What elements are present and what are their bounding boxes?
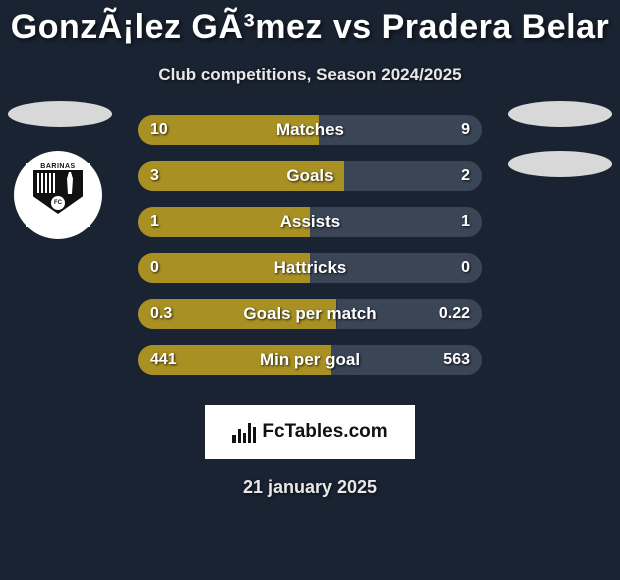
- stat-right-value: 1: [461, 207, 470, 237]
- stat-row: 441563Min per goal: [138, 345, 482, 375]
- comparison-bars: 109Matches32Goals11Assists00Hattricks0.3…: [138, 115, 482, 391]
- badge-city: BARINAS: [26, 163, 90, 170]
- stat-right-value: 0: [461, 253, 470, 283]
- stat-left-value: 0.3: [150, 299, 172, 329]
- stat-right-value: 563: [443, 345, 470, 375]
- stat-right-value: 0.22: [439, 299, 470, 329]
- stat-left-fill: [138, 207, 310, 237]
- page-subtitle: Club competitions, Season 2024/2025: [0, 65, 620, 85]
- stat-left-value: 10: [150, 115, 168, 145]
- right-player-column: [508, 101, 612, 201]
- stat-left-value: 3: [150, 161, 159, 191]
- stat-row: 109Matches: [138, 115, 482, 145]
- stat-row: 11Assists: [138, 207, 482, 237]
- stat-row: 00Hattricks: [138, 253, 482, 283]
- right-player-placeholder-2: [508, 151, 612, 177]
- left-player-column: BARINAS FC: [8, 101, 112, 239]
- stat-left-fill: [138, 161, 344, 191]
- stat-right-fill: [310, 207, 482, 237]
- stat-right-fill: [310, 253, 482, 283]
- page-title: GonzÃ¡lez GÃ³mez vs Pradera Belar: [0, 0, 620, 47]
- site-logo: FcTables.com: [205, 405, 415, 459]
- stat-right-fill: [319, 115, 482, 145]
- badge-fc: FC: [51, 196, 65, 210]
- right-player-placeholder-1: [508, 101, 612, 127]
- stat-left-value: 1: [150, 207, 159, 237]
- comparison-layout: BARINAS FC 109Matches32Goals11Assists00H…: [0, 115, 620, 395]
- stat-left-value: 441: [150, 345, 177, 375]
- badge-shield: FC: [33, 170, 83, 214]
- stat-right-value: 2: [461, 161, 470, 191]
- left-player-placeholder: [8, 101, 112, 127]
- stat-left-fill: [138, 253, 310, 283]
- stat-row: 0.30.22Goals per match: [138, 299, 482, 329]
- logo-text: FcTables.com: [262, 421, 387, 443]
- stat-left-value: 0: [150, 253, 159, 283]
- stat-row: 32Goals: [138, 161, 482, 191]
- logo-bars-icon: [232, 421, 256, 443]
- snapshot-date: 21 january 2025: [0, 477, 620, 498]
- stat-right-value: 9: [461, 115, 470, 145]
- left-club-badge: BARINAS FC: [14, 151, 102, 239]
